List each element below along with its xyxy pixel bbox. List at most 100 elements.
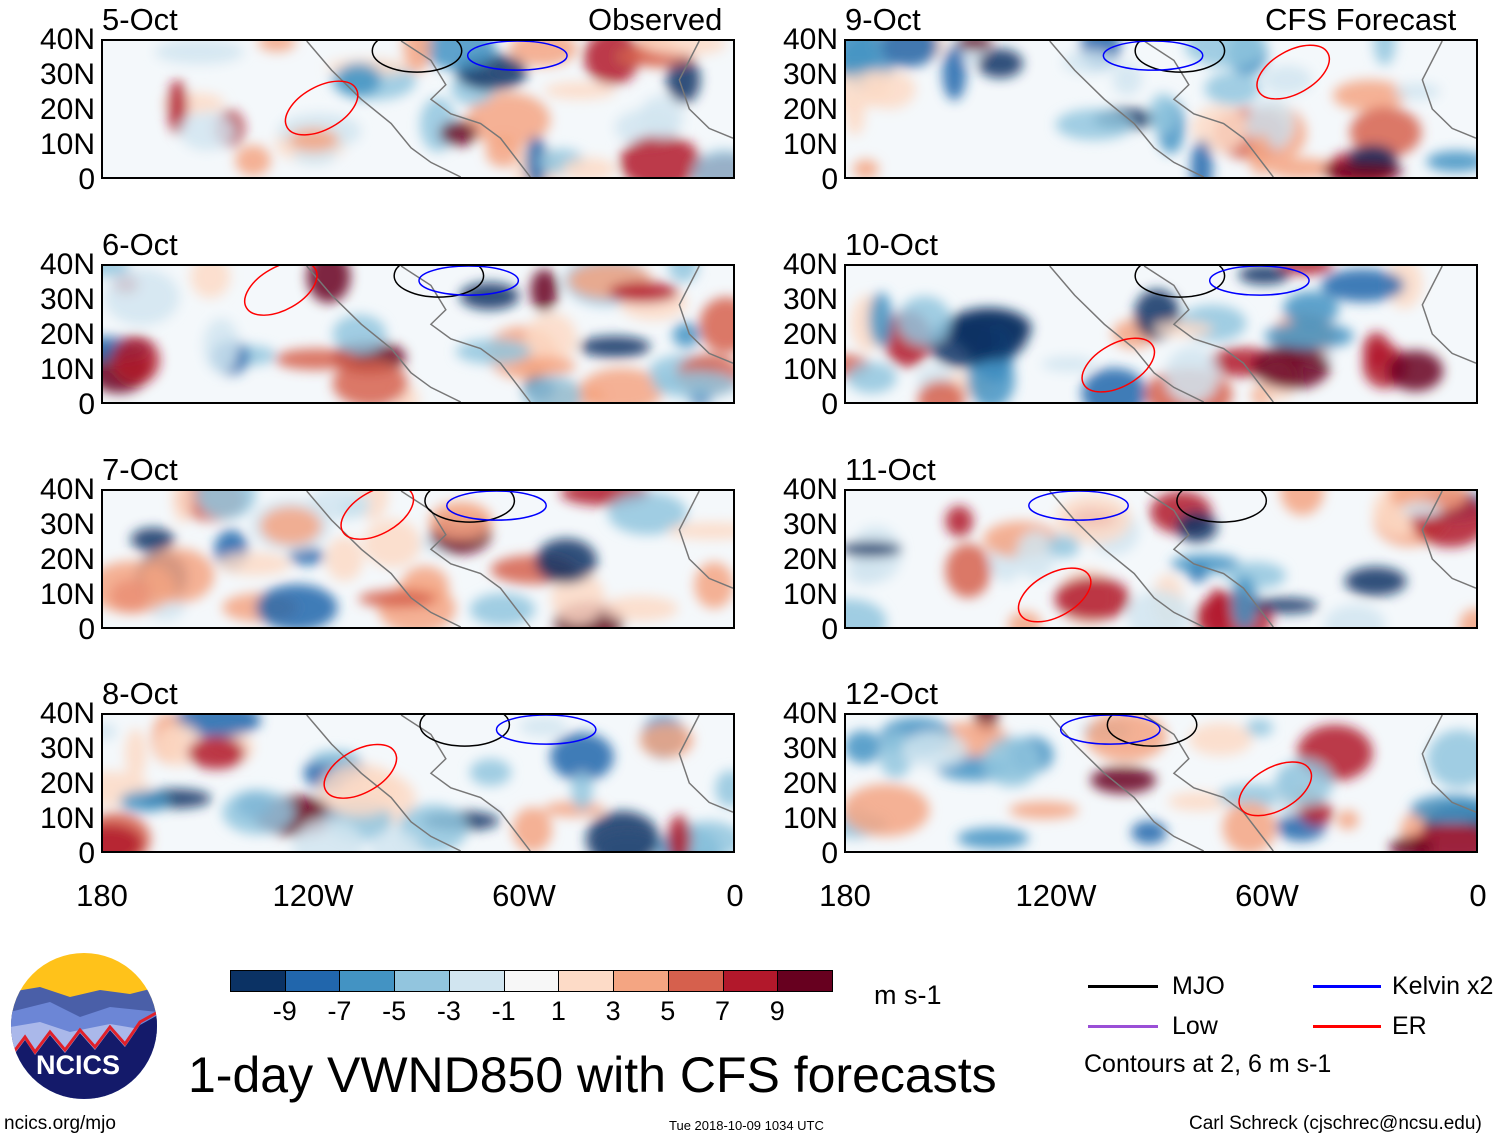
kelvin-contour (495, 715, 597, 745)
y-tick-label: 40N (782, 697, 838, 730)
wind-anomaly-blob (1262, 65, 1313, 95)
y-tick-label: 20N (782, 318, 838, 351)
contour-note: Contours at 2, 6 m s-1 (1084, 1050, 1332, 1078)
y-tick-label: 30N (782, 283, 838, 316)
wind-anomaly-blob (846, 783, 930, 837)
colorbar-swatch (613, 970, 669, 992)
y-tick-label: 30N (782, 732, 838, 765)
coastline (1421, 266, 1476, 364)
wind-anomaly-blob (524, 375, 582, 402)
colorbar-swatch (722, 970, 779, 992)
wind-anomaly-blob (699, 297, 733, 354)
coastline (678, 41, 733, 139)
kelvin-contour (446, 491, 547, 521)
er-contour (244, 266, 318, 316)
coastline (1143, 41, 1274, 177)
y-tick-label: 30N (39, 283, 95, 316)
y-tick-label: 40N (782, 23, 838, 56)
wind-anomaly-blob (977, 48, 1023, 78)
x-tick-label: 0 (1469, 878, 1487, 913)
wind-anomaly-blob (1008, 801, 1079, 819)
wind-anomaly-blob (1336, 810, 1359, 830)
wind-anomaly-blob (154, 41, 245, 65)
mjo-contour (1134, 41, 1226, 73)
wind-anomaly-blob (103, 560, 176, 614)
wind-anomaly-blob (288, 128, 339, 152)
wind-anomaly-blob (1222, 801, 1277, 851)
wind-anomaly-blob (1231, 575, 1258, 627)
wind-anomaly-blob (363, 519, 421, 568)
wind-anomaly-blob (1153, 321, 1213, 337)
wind-anomaly-blob (307, 491, 372, 521)
coastline (1049, 715, 1205, 851)
colorbar-label: 9 (769, 996, 785, 1026)
footer-url[interactable]: ncics.org/mjo (4, 1113, 116, 1134)
panel-date: 12-Oct (845, 676, 939, 711)
wind-anomaly-blob (1041, 356, 1096, 372)
map-panel (101, 713, 735, 853)
map-panel (101, 264, 735, 404)
y-tick-label: 20N (39, 767, 95, 800)
map-panel (844, 713, 1478, 853)
wind-anomaly-blob (1389, 836, 1434, 851)
wind-anomaly-blob (1081, 368, 1148, 402)
coastline (1143, 491, 1274, 627)
wind-anomaly-blob (1217, 783, 1294, 808)
wind-anomaly-blob (562, 157, 616, 177)
wind-anomaly-blob (1320, 268, 1405, 302)
wind-anomaly-blob (846, 598, 887, 627)
colorbar-swatch (448, 970, 505, 992)
kelvin-contour (1059, 715, 1161, 745)
y-tick-label: 0 (821, 837, 838, 870)
wind-anomaly-blob (1344, 566, 1407, 596)
wind-anomaly-blob (846, 558, 883, 586)
observed-header: Observed (588, 2, 723, 37)
wind-anomaly-blob (544, 81, 616, 100)
wind-anomaly-blob (190, 266, 231, 299)
ncics-logo: NCICS (10, 952, 158, 1100)
wind-anomaly-blob (103, 722, 117, 741)
y-tick-label: 20N (782, 543, 838, 576)
wind-anomaly-blob (1127, 590, 1191, 627)
wind-anomaly-blob (983, 736, 1041, 787)
wind-anomaly-blob (1252, 344, 1330, 390)
panel-date: 8-Oct (102, 676, 178, 711)
wind-anomaly-blob (1015, 530, 1056, 580)
wind-anomaly-blob (519, 716, 568, 737)
wind-anomaly-blob (124, 728, 147, 780)
wind-anomaly-blob (1112, 62, 1143, 96)
y-tick-label: 40N (39, 23, 95, 56)
wind-anomaly-blob (1055, 109, 1134, 141)
coastline (678, 715, 733, 813)
wind-anomaly-blob (607, 491, 688, 535)
coastline (1143, 715, 1274, 851)
wind-anomaly-blob (642, 41, 727, 56)
wind-anomaly-blob (1248, 134, 1273, 176)
y-tick-label: 10N (39, 578, 95, 611)
wind-anomaly-blob (585, 811, 660, 851)
wind-anomaly-blob (1245, 718, 1274, 737)
mjo-contour (419, 715, 511, 747)
y-tick-label: 20N (782, 93, 838, 126)
wind-anomaly-blob (119, 790, 170, 813)
er-contour (1017, 567, 1092, 623)
wind-anomaly-blob (1252, 597, 1319, 614)
mjo-contour (393, 266, 485, 298)
wind-anomaly-blob (455, 338, 532, 365)
wind-anomaly-blob (525, 312, 577, 366)
coastline (1421, 41, 1476, 139)
legend-kelvin-label: Kelvin x2 (1392, 972, 1494, 1000)
wind-anomaly-blob (469, 758, 512, 786)
y-tick-label: 10N (782, 128, 838, 161)
coastline (678, 491, 733, 589)
er-contour (340, 491, 415, 540)
wind-anomaly-blob (666, 56, 701, 104)
wind-anomaly-blob (1131, 820, 1167, 845)
wind-anomaly-blob (578, 335, 651, 358)
y-tick-label: 10N (39, 353, 95, 386)
wind-anomaly-blob (203, 318, 240, 373)
mjo-contour (371, 41, 463, 73)
wind-anomaly-blob (652, 370, 733, 399)
wind-anomaly-blob (571, 771, 593, 811)
wind-anomaly-blob (1224, 561, 1287, 590)
